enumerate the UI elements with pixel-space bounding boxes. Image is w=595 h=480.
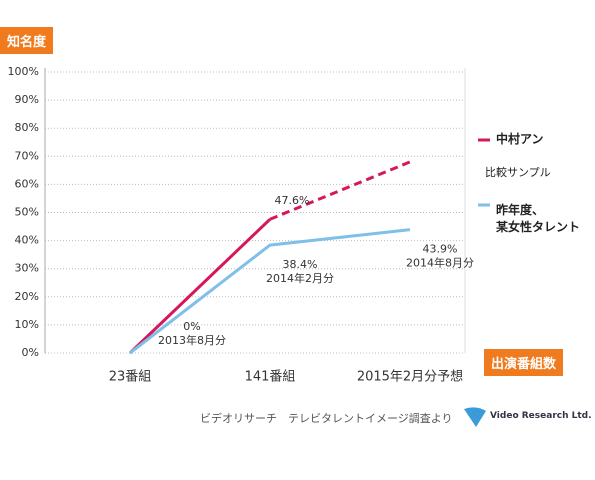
x-tick-label: 23番組: [109, 370, 152, 385]
series-line: [128, 218, 272, 355]
y-tick-label: 100%: [8, 65, 39, 78]
point-note: 2013年8月分: [158, 333, 226, 347]
logo: Video Research Ltd.: [490, 411, 592, 421]
y-tick-label: 90%: [15, 93, 39, 106]
x-tick-label: 141番組: [245, 370, 296, 385]
series-line: [129, 228, 411, 355]
series-line-projected: [269, 160, 411, 221]
y-tick-label: 30%: [15, 262, 39, 275]
logo-mark: [464, 407, 486, 427]
y-tick-label: 50%: [15, 206, 39, 219]
legend-entry: 中村アン: [496, 132, 544, 146]
point-note: 2014年2月分: [266, 271, 334, 285]
data-label: 47.6%: [275, 194, 310, 207]
source: ビデオリサーチ テレビタレントイメージ調査より: [200, 412, 453, 425]
data-label: 43.9%: [423, 243, 458, 256]
y-tick-label: 10%: [15, 318, 39, 331]
data-label: 38.4%: [283, 258, 318, 271]
y-tick-label: 60%: [15, 177, 39, 190]
y-tick-label: 80%: [15, 121, 39, 134]
y-tick-label: 0%: [22, 346, 39, 359]
y-tick-label: 70%: [15, 149, 39, 162]
x-axis-label: 出演番組数: [484, 349, 564, 376]
data-label: 0%: [183, 320, 200, 333]
legend-entry: 昨年度、 某女性タレント: [496, 203, 581, 234]
point-note: 2014年8月分: [406, 256, 474, 270]
x-tick-label: 2015年2月分予想: [357, 369, 463, 385]
legend-note: 比較サンプル: [485, 166, 551, 179]
y-axis-label: 知名度: [0, 27, 54, 54]
y-tick-label: 20%: [15, 290, 39, 303]
y-tick-label: 40%: [15, 234, 39, 247]
